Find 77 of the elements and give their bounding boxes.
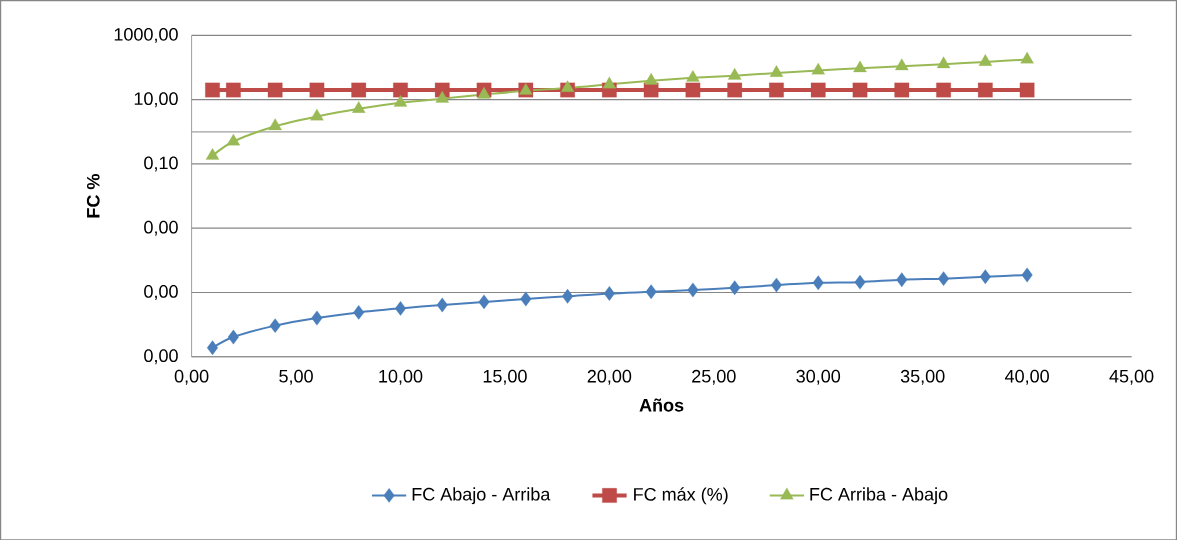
point — [351, 82, 367, 98]
point — [352, 100, 366, 113]
point — [267, 82, 283, 98]
point — [435, 90, 449, 103]
y-tick-label: 0,00 — [144, 284, 178, 300]
x-axis-title: Años — [639, 398, 684, 412]
x-tick-label: 0,00 — [174, 369, 209, 385]
point — [520, 291, 532, 307]
point — [1020, 51, 1034, 64]
point — [686, 69, 700, 82]
legend-label: FC Abajo - Arriba — [412, 487, 551, 504]
x-tick-label: 15,00 — [483, 369, 527, 385]
x-tick-label: 10,00 — [379, 369, 423, 385]
point — [478, 294, 490, 310]
point — [895, 58, 909, 70]
y-tick-label: 0,10 — [144, 156, 178, 172]
point — [268, 118, 282, 130]
point — [978, 54, 993, 66]
point — [896, 272, 908, 287]
legend-label: FC Arriba - Abajo — [810, 487, 948, 504]
point — [602, 76, 617, 89]
point — [727, 67, 742, 80]
x-tick-label: 45,00 — [1109, 369, 1154, 385]
point — [685, 82, 701, 98]
point — [436, 297, 448, 313]
y-tick-label: 10,00 — [134, 92, 178, 107]
point — [309, 82, 325, 98]
y-tick-label: 0,00 — [144, 220, 178, 236]
x-tick-label: 20,00 — [587, 369, 632, 385]
point — [205, 82, 220, 98]
point — [226, 82, 241, 98]
point — [938, 271, 950, 286]
point — [853, 60, 867, 73]
point — [854, 274, 866, 290]
point — [393, 82, 408, 98]
x-tick-label: 35,00 — [900, 369, 945, 385]
point — [311, 310, 323, 326]
point — [894, 82, 910, 98]
point — [687, 282, 699, 298]
y-tick-label: 0,00 — [144, 349, 178, 365]
point — [205, 147, 220, 160]
point — [811, 62, 825, 75]
legend-label: FC máx (%) — [634, 487, 728, 505]
point — [852, 82, 868, 98]
x-tick-label: 40,00 — [1004, 369, 1049, 385]
x-tick-label: 5,00 — [279, 369, 313, 385]
point — [644, 72, 658, 85]
y-tick-label: 1000,00 — [114, 27, 178, 43]
point — [770, 277, 782, 293]
point — [936, 82, 951, 98]
point — [353, 304, 365, 320]
y-axis-title: FC % — [86, 173, 100, 218]
point — [227, 329, 239, 345]
point — [1021, 267, 1033, 283]
point — [477, 86, 491, 99]
point — [226, 133, 241, 146]
point — [978, 82, 993, 98]
point — [560, 80, 575, 92]
point — [769, 65, 784, 77]
point — [206, 340, 219, 355]
point — [936, 56, 951, 68]
point — [645, 284, 657, 299]
point — [727, 82, 743, 98]
x-tick-label: 30,00 — [796, 369, 841, 385]
point — [769, 82, 784, 98]
point — [393, 94, 408, 107]
point — [812, 275, 824, 290]
point — [562, 288, 574, 304]
point — [269, 318, 281, 333]
point — [1019, 82, 1035, 98]
point — [310, 108, 324, 121]
point — [603, 286, 615, 301]
point — [729, 280, 741, 295]
point — [810, 82, 826, 98]
point — [979, 269, 991, 284]
point — [394, 300, 407, 316]
x-tick-label: 25,00 — [692, 369, 736, 385]
